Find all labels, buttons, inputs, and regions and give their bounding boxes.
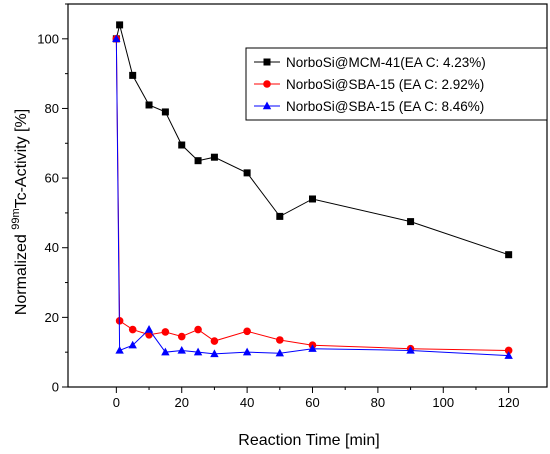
legend: NorboSi@MCM-41(EA C: 4.23%) NorboSi@SBA-1… (245, 47, 548, 121)
legend-box (245, 47, 548, 121)
y-tick-label: 0 (52, 380, 59, 395)
data-point (194, 157, 202, 165)
data-point (505, 251, 513, 259)
x-tick-label: 100 (432, 395, 454, 410)
data-point (193, 347, 203, 356)
data-point (194, 325, 202, 334)
data-point (243, 327, 251, 336)
legend-item: NorboSi@SBA-15 (EA C: 2.92%) (254, 77, 484, 92)
x-tick-label: 120 (498, 395, 520, 410)
data-point (161, 108, 169, 116)
x-tick-label: 0 (113, 395, 120, 410)
legend-item: NorboSi@MCM-41(EA C: 4.23%) (254, 55, 486, 70)
y-tick-label: 100 (37, 31, 59, 46)
data-point (309, 195, 316, 203)
data-point (210, 153, 218, 161)
data-point (276, 212, 284, 220)
x-tick-label: 40 (240, 395, 254, 410)
data-point (210, 349, 219, 358)
legend-label: NorboSi@MCM-41(EA C: 4.23%) (286, 55, 486, 70)
legend-marker (262, 101, 272, 110)
legend-item: NorboSi@SBA-15 (EA C: 8.46%) (254, 99, 484, 114)
legend-marker (263, 80, 271, 88)
data-point (308, 344, 317, 352)
series-3 (112, 34, 513, 359)
y-tick-label: 40 (45, 240, 59, 255)
data-point (504, 346, 513, 355)
x-tick-label: 80 (371, 395, 385, 410)
data-point (161, 328, 170, 336)
y-tick-label: 60 (45, 171, 59, 186)
data-point (275, 348, 285, 357)
legend-label: NorboSi@SBA-15 (EA C: 8.46%) (286, 99, 484, 114)
x-axis-title: Reaction Time [min] (238, 432, 379, 449)
y-axis-title-suffix: Tc-Activity [%] (13, 109, 30, 209)
data-point (129, 71, 137, 79)
data-point (144, 325, 154, 333)
data-point (115, 345, 124, 354)
data-point (128, 340, 137, 349)
data-point (116, 21, 124, 29)
series-layer (112, 21, 513, 359)
data-point (276, 336, 284, 344)
data-point (145, 101, 153, 109)
data-point (242, 347, 252, 356)
data-point (161, 347, 170, 356)
data-point (178, 141, 186, 149)
data-point (128, 325, 137, 334)
x-tick-label: 60 (305, 395, 319, 410)
y-tick-label: 20 (45, 310, 59, 325)
legend-label: NorboSi@SBA-15 (EA C: 2.92%) (286, 77, 484, 92)
data-point (177, 332, 186, 341)
legend-marker (263, 58, 271, 66)
axes: 0 20 40 60 80 100 120 0 20 40 60 80 100 (37, 3, 548, 410)
x-tick-label: 20 (174, 395, 188, 410)
data-point (112, 34, 121, 43)
data-point (504, 351, 513, 359)
y-axis-title-prefix: Normalized (13, 230, 30, 315)
y-axis-title-superscript: 99m (10, 208, 22, 229)
data-point (177, 345, 186, 354)
y-tick-label: 80 (45, 101, 59, 116)
data-point (243, 169, 251, 177)
y-axis-title: Normalized 99mTc-Activity [%] (10, 109, 30, 315)
data-point (210, 337, 219, 345)
plot-frame (67, 3, 548, 388)
data-point (406, 345, 415, 354)
data-point (407, 218, 415, 226)
